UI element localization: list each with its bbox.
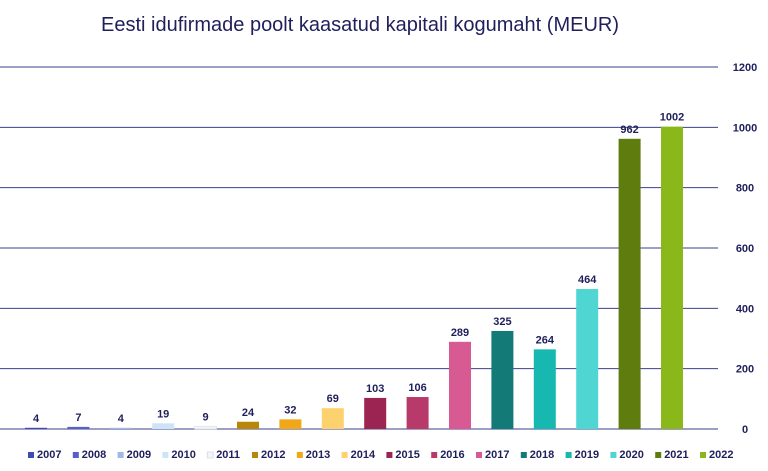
legend-label-2012: 2012 [261,449,285,461]
legend-swatch-2008 [72,452,79,458]
legend-swatch-2014 [341,452,348,458]
y-tick-label: 800 [736,183,754,195]
bar-2015 [364,397,387,429]
bar-2010 [152,423,175,429]
legend-label-2017: 2017 [485,449,509,461]
bar-2017 [449,341,471,429]
bar-2008 [67,426,90,429]
legend-swatch-2018 [520,452,527,458]
bar-2019 [533,349,556,429]
legend-swatch-2009 [117,452,124,458]
data-label-2009: 4 [118,413,125,425]
legend-label-2008: 2008 [82,449,106,461]
data-label-2022: 1002 [660,112,684,124]
data-label-2012: 24 [242,407,255,419]
legend-swatch-2022 [700,452,706,458]
y-tick-label: 200 [736,364,754,376]
chart-title: Eesti idufirmade poolt kaasatud kapitali… [100,14,620,36]
bar-2021 [618,138,641,429]
legend-label-2020: 2020 [619,449,643,461]
bar-2012 [237,421,259,429]
bar-2018 [491,330,514,429]
legend-label-2018: 2018 [530,449,554,461]
data-label-2010: 19 [157,408,169,420]
data-label-2021: 962 [620,124,638,136]
data-label-2007: 4 [33,413,40,425]
bar-2022 [661,126,683,429]
y-axis-ticks: 0 200 400 600 800 1000 1200 [733,62,757,436]
data-label-2013: 32 [284,404,296,416]
data-label-2015: 103 [366,383,384,395]
data-label-2008: 7 [75,412,81,424]
legend-label-2015: 2015 [395,449,419,461]
legend-label-2013: 2013 [306,449,330,461]
legend-swatch-2011 [206,451,214,459]
bar-2014 [321,408,344,429]
legend-swatch-2021 [655,452,662,458]
data-labels: 4 7 4 19 9 24 32 69 103 106 289 325 264 464 962 1002 [33,112,684,425]
y-tick-label: 400 [736,303,754,315]
legend-label-2010: 2010 [171,449,195,461]
legend-swatch-2017 [476,452,482,458]
legend-swatch-2019 [565,452,572,458]
legend-label-2021: 2021 [664,449,688,461]
data-label-2014: 69 [327,393,339,405]
legend-swatch-2007 [28,452,34,458]
legend-swatch-2015 [386,452,393,458]
bar-2011 [194,425,217,430]
data-label-2011: 9 [203,411,209,423]
data-label-2016: 106 [408,382,426,394]
bar-2009 [109,427,132,429]
legend-swatch-2013 [296,452,303,458]
legend-label-2007: 2007 [37,449,61,461]
legend: 2007 2008 2009 2010 2011 2012 2013 2014 2015 2016… [28,449,733,461]
y-tick-label: 0 [742,424,748,436]
legend-label-2009: 2009 [127,449,151,461]
bars [25,126,683,430]
y-tick-label: 1000 [733,122,757,134]
bar-2020 [576,289,599,429]
legend-label-2014: 2014 [351,449,376,461]
data-label-2018: 325 [493,316,511,328]
legend-label-2019: 2019 [575,449,599,461]
legend-label-2011: 2011 [216,449,240,461]
legend-label-2016: 2016 [440,449,464,461]
legend-label-2022: 2022 [709,449,733,461]
legend-swatch-2020 [610,452,617,458]
data-label-2020: 464 [578,274,597,286]
legend-swatch-2012 [252,452,258,458]
bar-2013 [279,419,302,429]
legend-swatch-2010 [162,452,169,458]
gridlines [0,66,718,430]
data-label-2017: 289 [451,327,469,339]
legend-swatch-2016 [431,452,438,458]
data-label-2019: 264 [536,334,555,346]
y-tick-label: 600 [736,243,754,255]
y-tick-label: 1200 [733,62,757,74]
bar-2016 [406,397,429,429]
bar-2007 [25,427,47,429]
